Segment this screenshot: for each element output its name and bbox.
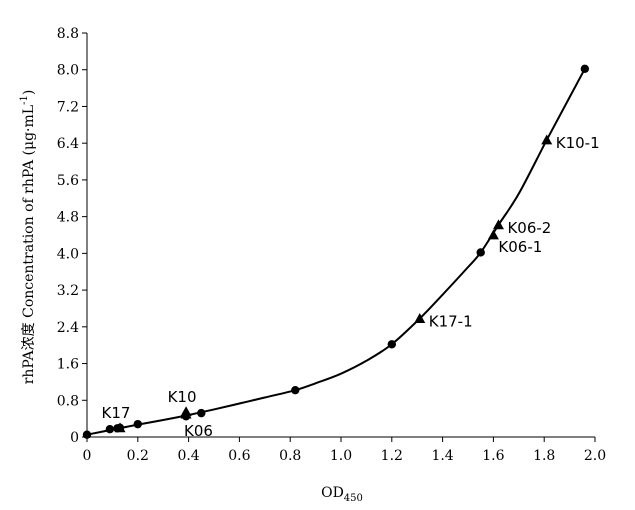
x-tick-label: 0.8 xyxy=(279,448,301,464)
y-tick-label: 8.8 xyxy=(57,26,79,42)
data-point-circle xyxy=(197,408,206,418)
x-tick-label: 0.6 xyxy=(228,448,250,464)
point-annotation-label: K17-1 xyxy=(429,313,473,331)
data-point-circle xyxy=(105,424,115,434)
y-tick-label: 3.2 xyxy=(57,283,79,299)
fit-curve-layer xyxy=(86,68,586,436)
x-axis-title: OD450 xyxy=(321,485,363,504)
x-tick-label: 0.4 xyxy=(177,448,199,464)
data-point-circle xyxy=(387,340,396,349)
data-point-circle xyxy=(133,419,142,429)
y-tick-label: 6.4 xyxy=(57,136,79,152)
data-point-circle xyxy=(82,430,92,439)
point-annotation-label: K06-2 xyxy=(507,219,551,237)
x-axis-title-main: OD xyxy=(321,485,344,501)
y-tick-label: 8.0 xyxy=(57,63,79,79)
x-tick-label: 1.6 xyxy=(482,448,504,464)
data-point-triangle xyxy=(114,422,126,433)
y-tick-label: 0 xyxy=(70,430,79,446)
x-tick-label: 2.0 xyxy=(584,448,606,464)
data-point-triangle xyxy=(492,219,504,230)
fit-curve xyxy=(86,68,586,436)
point-annotation-label: K06-1 xyxy=(498,238,542,256)
y-axis-title-main: rhPA浓度 Concentration of rhPA (μg·mL xyxy=(21,105,37,384)
y-tick-label: 5.6 xyxy=(57,173,79,189)
point-annotation-label: K10-1 xyxy=(556,134,600,152)
x-axis-title-subscript: 450 xyxy=(344,493,363,504)
x-tick-label: 0.2 xyxy=(127,448,149,464)
data-point-triangle xyxy=(180,408,192,419)
point-annotation-label: K06 xyxy=(184,422,213,440)
y-axis-title: rhPA浓度 Concentration of rhPA (μg·mL-1) xyxy=(19,90,37,385)
x-tick-label: 1.4 xyxy=(431,448,453,464)
point-annotation-label: K17 xyxy=(102,404,131,422)
y-tick-label: 4.8 xyxy=(57,210,79,226)
x-tick-label: 0 xyxy=(83,448,92,464)
x-tick-label: 1.8 xyxy=(533,448,555,464)
y-tick-label: 0.8 xyxy=(57,393,79,409)
y-tick-label: 2.4 xyxy=(57,320,79,336)
data-point-triangle xyxy=(414,313,426,323)
y-axis-title-close: ) xyxy=(21,90,37,95)
data-marks xyxy=(82,64,590,439)
data-point-triangle xyxy=(541,134,553,145)
y-tick-label: 4.0 xyxy=(57,246,79,262)
y-axis-title-superscript: -1 xyxy=(19,95,30,105)
data-point-circle xyxy=(580,64,590,74)
data-point-circle xyxy=(476,248,485,257)
point-annotation-label: K10 xyxy=(168,388,197,406)
axes: 0 0.2 0.4 0.6 0.8 1.0 1.2 1.4 1.6 1.8 2.0 0 0.8 1.6 2.… xyxy=(57,26,606,464)
y-tick-label: 7.2 xyxy=(57,99,79,115)
data-point-circle xyxy=(291,385,300,395)
x-tick-label: 1.2 xyxy=(381,448,403,464)
x-tick-label: 1.0 xyxy=(330,448,352,464)
y-tick-label: 1.6 xyxy=(57,357,79,373)
data-point-triangle xyxy=(487,229,499,240)
